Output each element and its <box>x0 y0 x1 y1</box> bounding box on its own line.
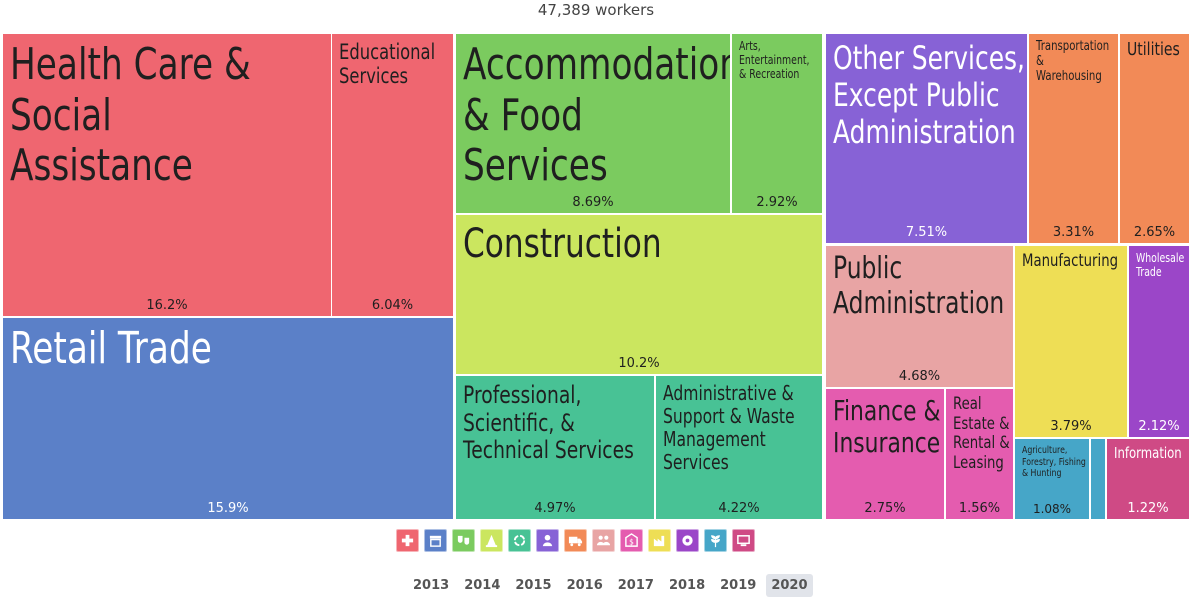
tile-value: 3.31% <box>1052 225 1095 240</box>
manufacturing-icon[interactable] <box>648 529 671 552</box>
tile-educational-services[interactable]: Educational Services 6.04% <box>331 33 454 317</box>
tile-label: Transportation & Warehousing <box>1036 39 1110 84</box>
tile-wholesale-trade[interactable]: Wholesale Trade 2.12% <box>1128 245 1190 438</box>
tile-administrative-support-waste-management-services[interactable]: Administrative & Support & Waste Managem… <box>655 375 823 520</box>
svg-text:$: $ <box>629 537 634 546</box>
tile-label: Real Estate & Rental & Leasing <box>953 394 1010 473</box>
year-2015[interactable]: 2015 <box>515 578 552 593</box>
recycling-icon[interactable] <box>508 529 531 552</box>
retail-icon[interactable] <box>424 529 447 552</box>
tile-unlabeled-17[interactable] <box>1090 438 1106 520</box>
tile-transportation-warehousing[interactable]: Transportation & Warehousing 3.31% <box>1028 33 1119 244</box>
year-2018[interactable]: 2018 <box>668 578 706 593</box>
year-2017[interactable]: 2017 <box>617 578 654 593</box>
construction-icon[interactable] <box>480 529 503 552</box>
tile-health-care-social-assistance[interactable]: Health Care & Social Assistance 16.2% <box>2 33 332 317</box>
finance-icon[interactable]: $ <box>620 529 643 552</box>
tile-finance-insurance[interactable]: Finance & Insurance 2.75% <box>825 388 945 520</box>
year-2013[interactable]: 2013 <box>413 578 450 593</box>
tile-label: Wholesale Trade <box>1136 251 1185 279</box>
tile-label: Arts, Entertainment, & Recreation <box>739 39 810 81</box>
tile-label: Administrative & Support & Waste Managem… <box>663 381 795 474</box>
year-2020[interactable]: 2020 <box>766 574 813 597</box>
tile-value: 2.75% <box>864 501 906 516</box>
tile-value: 2.65% <box>1133 225 1176 240</box>
tile-value: 2.12% <box>1138 419 1180 434</box>
tile-value: 10.2% <box>618 356 660 371</box>
tile-label: Professional, Scientific, & Technical Se… <box>463 381 634 465</box>
tile-value: 1.08% <box>1032 502 1072 516</box>
tile-value: 2.92% <box>756 195 798 210</box>
tile-value: 1.22% <box>1127 501 1169 516</box>
tile-value: 7.51% <box>905 225 948 240</box>
year-selector: 2013 2014 2015 2016 2017 2018 2019 2020 <box>408 574 813 597</box>
tile-value: 4.68% <box>898 369 941 384</box>
tile-label: Agriculture, Forestry, Fishing & Hunting <box>1022 445 1086 479</box>
information-icon[interactable] <box>732 529 755 552</box>
treemap-chart: Health Care & Social Assistance 16.2% Educ… <box>2 33 1190 520</box>
tile-label: Retail Trade <box>10 323 212 374</box>
tile-label: Health Care & Social Assistance <box>10 39 251 192</box>
tile-real-estate-rental-leasing[interactable]: Real Estate & Rental & Leasing 1.56% <box>945 388 1014 520</box>
tile-accommodation-food-services[interactable]: Accommodation & Food Services 8.69% <box>455 33 731 214</box>
wholesale-icon[interactable] <box>676 529 699 552</box>
year-2016[interactable]: 2016 <box>566 578 603 593</box>
tile-professional-scientific-technical-services[interactable]: Professional, Scientific, & Technical Se… <box>455 375 655 520</box>
arts-icon[interactable] <box>452 529 475 552</box>
tile-manufacturing[interactable]: Manufacturing 3.79% <box>1014 245 1128 438</box>
tile-label: Public Administration <box>833 251 1005 321</box>
tile-label: Manufacturing <box>1022 251 1119 271</box>
chart-subtitle: 47,389 workers <box>537 1 655 19</box>
tile-value: 6.04% <box>371 298 414 313</box>
tile-value: 4.97% <box>534 501 576 516</box>
other-services-icon[interactable] <box>536 529 559 552</box>
tile-label: Accommodation & Food Services <box>463 39 731 192</box>
tile-construction[interactable]: Construction 10.2% <box>455 214 823 375</box>
tile-label: Construction <box>463 221 662 267</box>
tile-value: 15.9% <box>207 501 249 516</box>
category-icon-bar: $ <box>396 529 755 555</box>
tile-utilities[interactable]: Utilities 2.65% <box>1119 33 1190 244</box>
year-2014[interactable]: 2014 <box>464 578 501 593</box>
tile-label: Information <box>1114 444 1182 462</box>
tile-value: 3.79% <box>1050 419 1092 434</box>
tile-label: Finance & Insurance <box>833 394 941 460</box>
tile-other-services-except-public-administration[interactable]: Other Services, Except Public Administra… <box>825 33 1028 244</box>
tile-label: Educational Services <box>339 40 436 89</box>
tile-agriculture-forestry-fishing-hunting[interactable]: Agriculture, Forestry, Fishing & Hunting… <box>1014 438 1090 520</box>
health-care-icon[interactable] <box>396 529 419 552</box>
tile-value: 8.69% <box>572 195 614 210</box>
tile-retail-trade[interactable]: Retail Trade 15.9% <box>2 317 454 520</box>
transportation-icon[interactable] <box>564 529 587 552</box>
tile-information[interactable]: Information 1.22% <box>1106 438 1190 520</box>
public-administration-icon[interactable] <box>592 529 615 552</box>
year-2019[interactable]: 2019 <box>720 578 757 593</box>
tile-arts-entertainment-recreation[interactable]: Arts, Entertainment, & Recreation 2.92% <box>731 33 823 214</box>
agriculture-icon[interactable] <box>704 529 727 552</box>
tile-label: Utilities <box>1127 39 1180 60</box>
tile-value: 4.22% <box>718 501 760 516</box>
tile-label: Other Services, Except Public Administra… <box>833 39 1025 151</box>
tile-value: 16.2% <box>146 298 188 313</box>
tile-value: 1.56% <box>958 501 1001 516</box>
tile-public-administration[interactable]: Public Administration 4.68% <box>825 245 1014 388</box>
